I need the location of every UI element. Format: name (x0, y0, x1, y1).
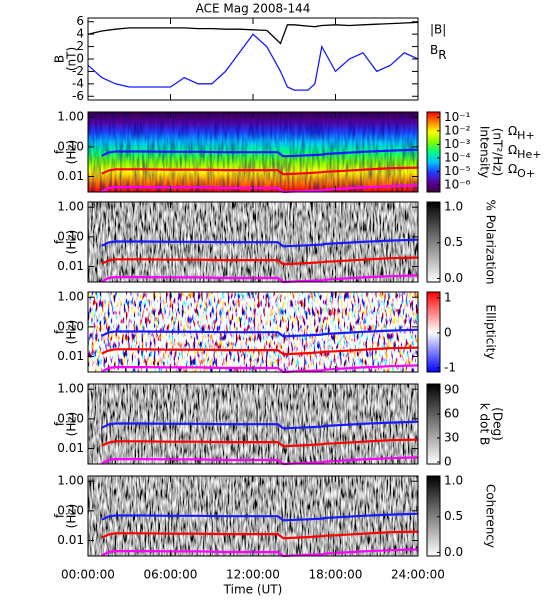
y-axis-label: f (53, 421, 67, 426)
colorbar (426, 291, 441, 373)
y-tick-label: 1.00 (57, 474, 84, 488)
series-line (101, 364, 419, 374)
x-tick-label: 24:00:00 (391, 568, 445, 582)
series-line (101, 456, 419, 466)
colorbar-tick-label: 0.0 (444, 545, 463, 559)
colorbar-label: Intensity (478, 126, 492, 178)
colorbar (426, 111, 441, 193)
legend-entry: ΩH+ (508, 124, 535, 143)
series-line (101, 420, 419, 430)
series-line (101, 238, 419, 248)
colorbar-tick-label: 10⁻⁵ (444, 164, 471, 178)
colorbar-label: k dot B (478, 403, 492, 445)
y-tick-label: 0.10 (57, 411, 84, 425)
series-line (87, 21, 419, 45)
colorbar-tick-label: 10⁻² (444, 123, 471, 137)
y-tick-label: 1.00 (57, 290, 84, 304)
y-tick-label: 1.00 (57, 200, 84, 214)
series-line (101, 166, 419, 176)
colorbar-tick-label: 0 (444, 455, 452, 469)
y-tick-label: 0 (76, 52, 84, 66)
colorbar (426, 475, 441, 557)
colorbar-label: % Polarization (484, 200, 498, 285)
y-axis-label: (Hz) (65, 412, 79, 437)
series-line (101, 328, 419, 338)
x-tick-label: 00:00:00 (61, 568, 115, 582)
series-line (101, 548, 419, 558)
series-line (101, 346, 419, 356)
y-axis-label: (Hz) (65, 320, 79, 345)
y-axis-label: (Hz) (65, 140, 79, 165)
legend-entry: BR (430, 43, 447, 62)
colorbar-tick-label: 0.0 (444, 271, 463, 285)
y-tick-label: 6 (76, 14, 84, 28)
colorbar-tick-label: 0.5 (444, 509, 463, 523)
colorbar-label: (Deg) (491, 407, 505, 441)
colorbar-label: Ellipticity (484, 305, 498, 360)
colorbar-tick-label: 1 (444, 290, 452, 304)
colorbar-label: (nT²/Hz) (491, 128, 505, 176)
colorbar-tick-label: 30 (444, 431, 459, 445)
x-tick-label: 12:00:00 (226, 568, 280, 582)
legend-entry: |B| (430, 23, 446, 37)
colorbar-tick-label: -1 (444, 360, 456, 374)
y-axis-label: f (53, 329, 67, 334)
x-tick-label: 06:00:00 (144, 568, 198, 582)
colorbar-tick-label: 1.0 (444, 474, 463, 488)
legend-entry: ΩO+ (508, 162, 535, 181)
colorbar-label: Coherency (484, 484, 498, 548)
colorbar (426, 383, 441, 465)
y-tick-label: 0.01 (57, 169, 84, 183)
colorbar-tick-label: 10⁻¹ (444, 110, 471, 124)
y-tick-label: 0.10 (57, 229, 84, 243)
series-line (101, 184, 419, 194)
y-axis-label: f (53, 149, 67, 154)
colorbar-tick-label: 10⁻⁴ (444, 150, 471, 164)
y-tick-label: -4 (72, 76, 84, 90)
colorbar-tick-label: 0 (444, 325, 452, 339)
colorbar-tick-label: 0.5 (444, 235, 463, 249)
y-axis-label: B (53, 55, 67, 63)
y-tick-label: 1.00 (57, 382, 84, 396)
x-axis-label: Time (UT) (223, 583, 283, 597)
y-tick-label: -2 (72, 64, 84, 78)
colorbar-tick-label: 60 (444, 407, 459, 421)
x-tick-label: 18:00:00 (309, 568, 363, 582)
chart-title: ACE Mag 2008-144 (196, 2, 311, 16)
y-axis-label: f (53, 239, 67, 244)
series-line (101, 530, 419, 540)
y-tick-label: 0.01 (57, 259, 84, 273)
colorbar-tick-label: 10⁻⁶ (444, 177, 471, 191)
legend-entry: ΩHe+ (508, 143, 541, 162)
colorbar-tick-label: 1.0 (444, 200, 463, 214)
y-tick-label: 0.01 (57, 441, 84, 455)
y-tick-label: 0.10 (57, 503, 84, 517)
y-tick-label: 0.01 (57, 349, 84, 363)
y-axis-label: f (53, 513, 67, 518)
y-tick-label: 4 (76, 27, 84, 41)
y-axis-label: (nT) (65, 47, 79, 71)
series-line (101, 256, 419, 266)
y-axis-label: (Hz) (65, 230, 79, 255)
series-line (101, 148, 419, 158)
y-tick-label: 2 (76, 39, 84, 53)
colorbar-tick-label: 90 (444, 383, 459, 397)
y-tick-label: 1.00 (57, 110, 84, 124)
series-line (101, 274, 419, 284)
colorbar-tick-label: 10⁻³ (444, 137, 471, 151)
y-tick-label: -6 (72, 89, 84, 103)
colorbar (426, 201, 441, 283)
y-axis-label: (Hz) (65, 504, 79, 529)
series-line (101, 512, 419, 522)
y-tick-label: 0.10 (57, 319, 84, 333)
series-line (87, 33, 419, 91)
y-tick-label: 0.10 (57, 139, 84, 153)
y-tick-label: 0.01 (57, 533, 84, 547)
series-line (101, 438, 419, 448)
